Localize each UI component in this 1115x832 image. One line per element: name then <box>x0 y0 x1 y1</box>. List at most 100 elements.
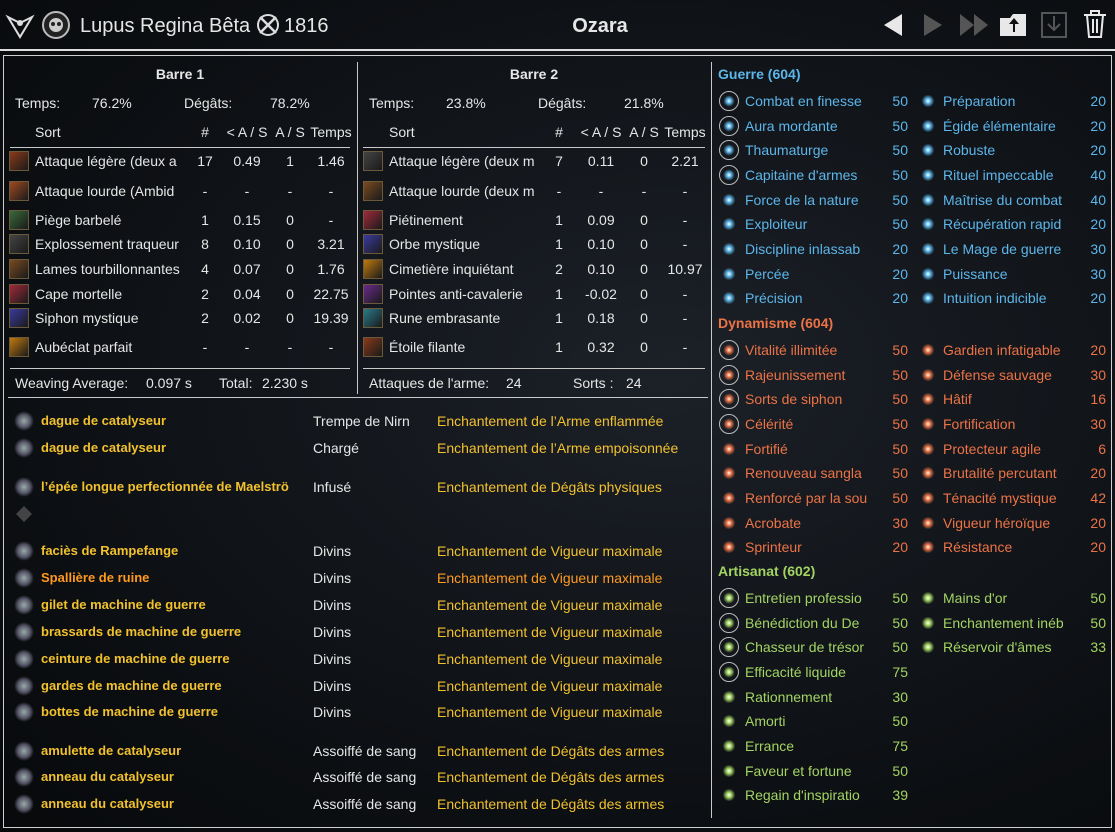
item-trait: Divins <box>313 678 352 694</box>
item-trait: Assoiffé de sang <box>313 743 417 759</box>
column-header: < A / S <box>580 124 622 140</box>
star-name: Percée <box>745 265 790 282</box>
star-icon <box>719 340 739 360</box>
star-name: Sprinteur <box>745 539 802 556</box>
bar-stat: 23.8% <box>446 95 486 111</box>
delete-button[interactable] <box>1084 10 1106 38</box>
star-value: 50 <box>892 117 908 134</box>
star-value: 40 <box>1090 191 1106 208</box>
star-name: Précision <box>745 290 803 307</box>
star-icon <box>918 438 938 459</box>
skill-stat: - <box>244 183 250 199</box>
star-value: 20 <box>1090 216 1106 233</box>
item-icon <box>14 595 34 615</box>
star-icon <box>719 785 739 806</box>
bar-footer: Weaving Average: <box>15 375 129 391</box>
item-icon <box>14 676 34 696</box>
skill-name: Rune embrasante <box>389 310 501 326</box>
star-value: 30 <box>1090 265 1106 282</box>
item-enchant: Enchantement de Vigueur maximale <box>437 651 663 667</box>
star-name: Rajeunissement <box>745 366 846 383</box>
bar-stat: 78.2% <box>270 95 310 111</box>
skill-stat: 0 <box>286 212 294 228</box>
star-name: Défense sauvage <box>943 366 1052 383</box>
skill-name: Aubéclat parfait <box>35 339 133 355</box>
item-icon <box>14 649 34 669</box>
skill-icon <box>9 308 29 328</box>
star-icon <box>719 189 739 210</box>
item-icon <box>14 411 34 431</box>
star-value: 50 <box>892 342 908 358</box>
skill-stat: 0 <box>640 236 648 252</box>
item-name: Spallière de ruine <box>41 570 150 585</box>
bar-stat: 76.2% <box>92 95 132 111</box>
star-name: Aura mordante <box>745 117 838 134</box>
skill-stat: 0 <box>286 310 294 326</box>
star-value: 50 <box>892 639 908 656</box>
star-value: 50 <box>892 614 908 631</box>
item-enchant: Enchantement de Vigueur maximale <box>437 678 663 694</box>
star-icon <box>918 91 938 111</box>
star-name: Bénédiction du De <box>745 614 860 631</box>
star-value: 50 <box>1090 590 1106 606</box>
star-value: 30 <box>892 514 908 531</box>
star-icon <box>918 413 938 434</box>
skill-icon <box>9 337 29 357</box>
star-name: Mains d'or <box>943 590 1008 606</box>
upload-button[interactable] <box>1000 14 1026 36</box>
star-icon <box>918 612 938 633</box>
skill-stat: 1 <box>201 212 209 228</box>
item-icon <box>14 568 34 588</box>
skill-stat: 0.10 <box>233 236 261 252</box>
item-trait: Divins <box>313 543 352 559</box>
star-value: 20 <box>1090 117 1106 134</box>
skill-stat: 2 <box>201 286 209 302</box>
star-value: 30 <box>1090 415 1106 432</box>
bar-title: Barre 2 <box>509 66 559 82</box>
skill-name: Attaque lourde (deux m <box>389 183 535 199</box>
star-icon <box>719 364 739 385</box>
skill-stat: 0.11 <box>587 153 615 169</box>
star-icon <box>918 340 938 360</box>
constellation-title: Artisanat (602) <box>718 563 816 579</box>
star-icon <box>719 91 739 111</box>
star-name: Résistance <box>943 539 1013 556</box>
skill-stat: 1 <box>555 339 563 355</box>
skill-name: Piège barbelé <box>35 212 122 228</box>
last-button[interactable] <box>960 14 988 36</box>
skill-stat: 1 <box>555 212 563 228</box>
champion-points: 1816 <box>284 15 329 37</box>
star-value: 50 <box>892 93 908 109</box>
star-value: 20 <box>892 539 908 556</box>
star-value: 50 <box>892 191 908 208</box>
star-value: 30 <box>892 688 908 705</box>
skill-stat: 0.10 <box>587 261 615 277</box>
column-header: # <box>555 124 563 140</box>
star-value: 50 <box>892 216 908 233</box>
skill-stat: 0.02 <box>233 310 261 326</box>
item-enchant: Enchantement de Vigueur maximale <box>437 597 663 613</box>
skill-name: Piétinement <box>389 212 463 228</box>
skill-stat: 7 <box>555 153 563 169</box>
skill-stat: - <box>682 183 688 199</box>
star-name: Renforcé par la sou <box>745 489 868 506</box>
item-trait: Assoiffé de sang <box>313 769 417 785</box>
bar-stat: Dégâts: <box>538 95 587 111</box>
cp-icon <box>257 14 279 36</box>
item-enchant: Enchantement de Dégâts physiques <box>437 479 662 495</box>
prev-button[interactable] <box>884 14 902 36</box>
next-button[interactable] <box>924 14 942 36</box>
star-name: Enchantement inéb <box>943 614 1064 631</box>
star-icon <box>918 189 938 210</box>
skill-stat: 1 <box>286 153 294 169</box>
star-value: 33 <box>1090 639 1106 656</box>
item-trait: Trempe de Nirn <box>313 413 410 429</box>
bar-stat: Temps: <box>15 95 61 111</box>
download-button[interactable] <box>1041 12 1067 38</box>
star-value: 50 <box>892 465 908 482</box>
star-icon <box>918 637 938 658</box>
skill-stat: 4 <box>201 261 209 277</box>
skill-stat: - <box>682 339 688 355</box>
skill-stat: - <box>202 183 208 199</box>
skill-stat: - <box>682 286 688 302</box>
